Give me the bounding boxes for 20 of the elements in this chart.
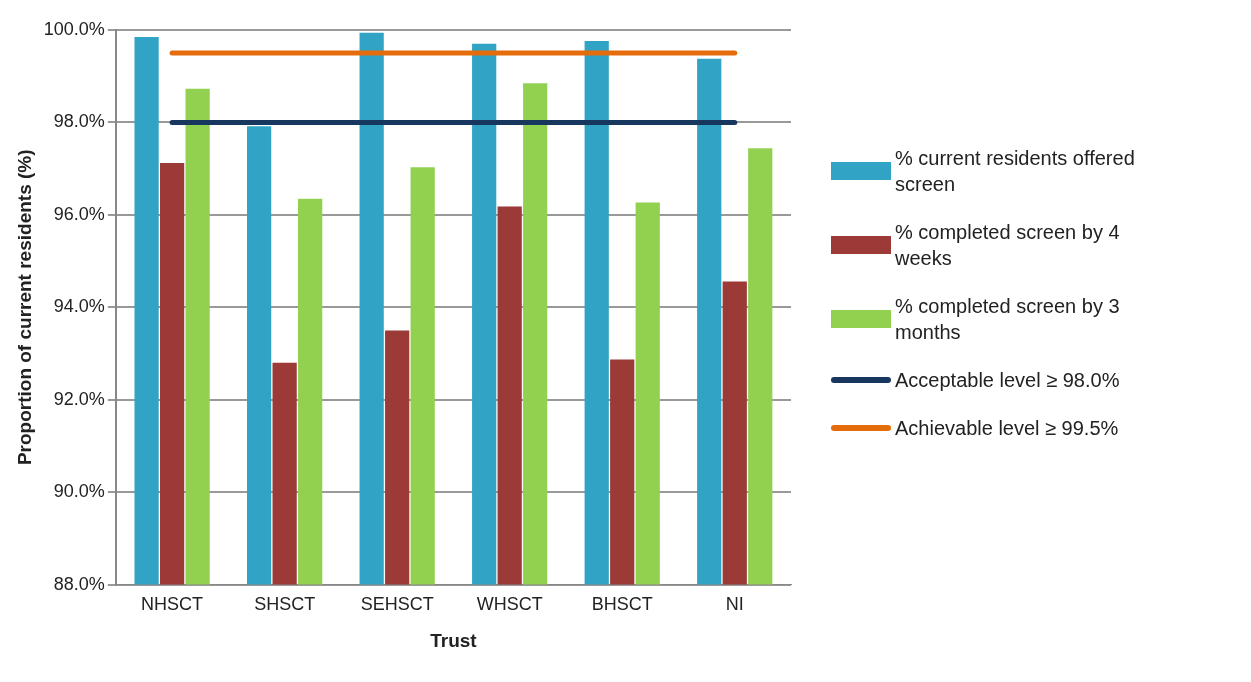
x-tick-label: SEHSCT	[360, 594, 434, 615]
x-axis-title: Trust	[430, 629, 478, 651]
y-tick-label: 92.0%	[53, 388, 105, 409]
legend-label: % completed screen by 4 weeks	[895, 220, 1121, 271]
y-tick-label: 96.0%	[53, 203, 105, 224]
y-axis-title: Proportion of current residents (%)	[13, 149, 35, 466]
legend-label: Acceptable level ≥ 98.0%	[895, 368, 1120, 393]
y-tick-label: 98.0%	[53, 111, 105, 132]
y-tick-label: 88.0%	[53, 573, 105, 594]
x-tick-label: NI	[725, 594, 744, 615]
y-tick-label: 100.0%	[43, 18, 105, 39]
x-tick-label: SHSCT	[254, 594, 316, 615]
legend-label: % completed screen by 3 months	[895, 294, 1121, 345]
x-tick-label: WHSCT	[476, 594, 543, 615]
x-tick-label: NHSCT	[141, 594, 204, 615]
legend-label: % current residents offered screen	[895, 146, 1136, 197]
y-tick-label: 90.0%	[53, 481, 105, 502]
x-tick-label: BHSCT	[591, 594, 653, 615]
legend-label: Achievable level ≥ 99.5%	[895, 416, 1119, 441]
y-tick-label: 94.0%	[53, 296, 105, 317]
